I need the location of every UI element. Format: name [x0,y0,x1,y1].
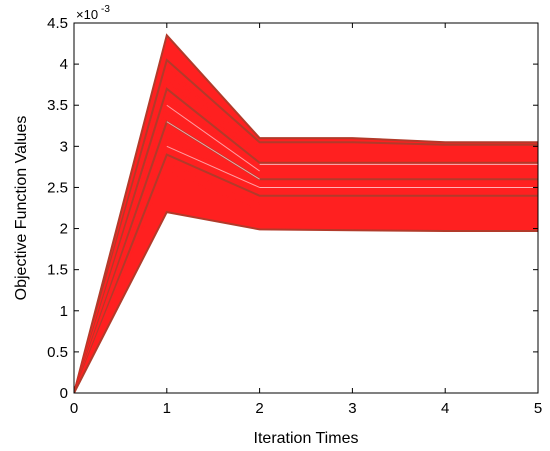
y-exponent-base: ×10 [76,7,98,22]
series-band-area [74,35,538,393]
series-highlight-1 [166,121,260,180]
series-highlight-2 [166,145,260,188]
series-line-15 [74,161,538,393]
series-line-1 [74,33,538,393]
series-line-9 [74,112,538,393]
series-line-10 [74,120,538,393]
y-tick-label: 2.5 [47,179,68,196]
y-exponent-power: -3 [101,4,110,15]
series-lines [74,33,538,393]
x-tick-label: 4 [441,400,449,417]
y-axis: 0 0.5 1 1.5 2 2.5 3 3.5 4 4.5 [47,15,538,402]
series-band [74,35,538,393]
x-axis-label: Iteration Times [254,430,359,447]
y-tick-label: 4 [60,56,68,73]
y-tick-label: 4.5 [47,15,68,32]
series-line-3 [74,66,538,393]
series-line-4 [74,70,538,393]
y-tick-label: 2 [60,221,68,238]
x-tick-label: 5 [534,400,542,417]
y-tick-label: 1.5 [47,262,68,279]
series-line-6 [74,87,538,393]
y-tick-label: 3.5 [47,97,68,114]
y-tick-label: 0.5 [47,344,68,361]
series-line-17 [74,210,538,393]
series-line-13 [74,145,538,393]
series-line-16 [74,170,538,393]
x-tick-label: 0 [70,400,78,417]
series-line-2 [74,58,538,393]
series-highlight-3 [166,104,260,172]
x-tick-label: 3 [348,400,356,417]
x-tick-label: 1 [163,400,171,417]
x-tick-label: 2 [255,400,263,417]
y-tick-label: 3 [60,138,68,155]
series-line-8 [74,103,538,393]
plot-frame [73,22,539,394]
series-line-7 [74,95,538,393]
series-line-14 [74,153,538,393]
series-line-11 [74,128,538,393]
y-tick-label: 0 [60,385,68,402]
series-line-5 [74,79,538,393]
x-axis: 0 1 2 3 4 5 [70,23,542,417]
y-tick-label: 1 [60,303,68,320]
y-axis-label: Objective Function Values [13,116,30,301]
